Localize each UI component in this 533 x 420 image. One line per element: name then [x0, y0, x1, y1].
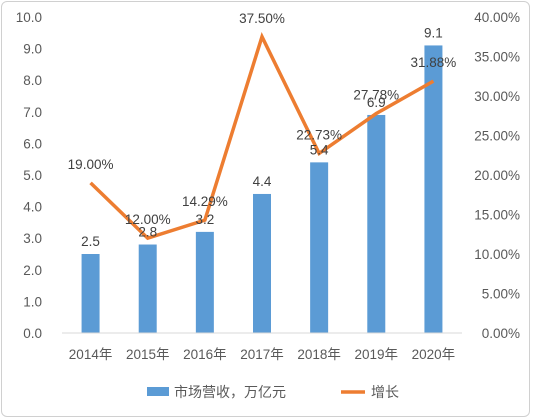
left-tick-label: 9.0 — [23, 42, 42, 57]
line-data-label: 31.88% — [411, 55, 457, 70]
right-tick-label: 10.00% — [474, 247, 520, 262]
left-tick-label: 10.0 — [16, 10, 42, 25]
left-tick-label: 3.0 — [23, 231, 42, 246]
line-data-label: 19.00% — [68, 157, 114, 172]
right-tick-label: 40.00% — [474, 10, 520, 25]
right-tick-label: 15.00% — [474, 208, 520, 223]
bar — [195, 231, 214, 333]
x-tick-label: 2015年 — [126, 347, 170, 362]
line-data-label: 22.73% — [296, 127, 342, 142]
bar-data-label: 3.2 — [195, 212, 214, 227]
bar — [81, 254, 100, 333]
legend-label-bar: 市场营收，万亿元 — [174, 384, 286, 400]
line-data-labels: 19.00% 12.00% 14.29% 37.50% 22.73% 27.78% 31.8… — [68, 11, 457, 227]
right-axis-ticks: 0.00% 5.00% 10.00% 15.00% 20.00% 25.00% 30.00%… — [474, 10, 520, 341]
left-tick-label: 8.0 — [23, 73, 42, 88]
bar — [138, 244, 157, 333]
bar — [424, 45, 443, 333]
x-tick-label: 2014年 — [69, 347, 113, 362]
left-tick-label: 4.0 — [23, 200, 42, 215]
x-tick-label: 2019年 — [355, 347, 399, 362]
left-tick-label: 2.0 — [23, 263, 42, 278]
right-tick-label: 30.00% — [474, 89, 520, 104]
line-data-label: 12.00% — [125, 212, 171, 227]
x-tick-label: 2020年 — [412, 347, 456, 362]
line-series — [89, 32, 435, 241]
bar-data-label: 5.4 — [310, 142, 329, 157]
bar-series — [81, 45, 443, 334]
x-tick-label: 2018年 — [297, 347, 341, 362]
right-tick-label: 5.00% — [482, 287, 520, 302]
line-data-label: 37.50% — [239, 11, 285, 26]
bar-data-label: 6.9 — [367, 95, 386, 110]
left-tick-label: 7.0 — [23, 105, 42, 120]
right-tick-label: 20.00% — [474, 168, 520, 183]
x-tick-label: 2017年 — [240, 347, 284, 362]
left-tick-label: 1.0 — [23, 294, 42, 309]
x-axis-ticks: 2014年 2015年 2016年 2017年 2018年 2019年 2020年 — [69, 347, 455, 362]
bar — [310, 162, 329, 333]
line-data-label: 14.29% — [182, 194, 228, 209]
legend-swatch-bar — [147, 387, 169, 396]
bar — [253, 193, 271, 333]
left-axis-ticks: 0.0 1.0 2.0 3.0 4.0 5.0 6.0 7.0 8.0 9.0 10.0 — [16, 10, 42, 341]
right-tick-label: 35.00% — [474, 50, 520, 65]
growth-line — [89, 32, 435, 241]
legend: 市场营收，万亿元 增长 — [147, 384, 399, 400]
bar-data-label: 2.5 — [81, 234, 100, 249]
left-tick-label: 6.0 — [23, 136, 42, 151]
bar-data-label: 2.8 — [138, 225, 157, 240]
bar — [367, 114, 386, 334]
bar-data-label: 4.4 — [253, 174, 272, 189]
left-tick-label: 0.0 — [23, 326, 42, 341]
right-tick-label: 25.00% — [474, 129, 520, 144]
bar-data-label: 9.1 — [424, 25, 443, 40]
x-tick-label: 2016年 — [183, 347, 227, 362]
legend-label-line: 增长 — [371, 384, 399, 400]
left-tick-label: 5.0 — [23, 168, 42, 183]
line-data-label: 27.78% — [353, 88, 399, 103]
bar-data-labels: 2.5 2.8 3.2 4.4 5.4 6.9 9.1 — [81, 25, 443, 249]
right-tick-label: 0.00% — [482, 326, 520, 341]
